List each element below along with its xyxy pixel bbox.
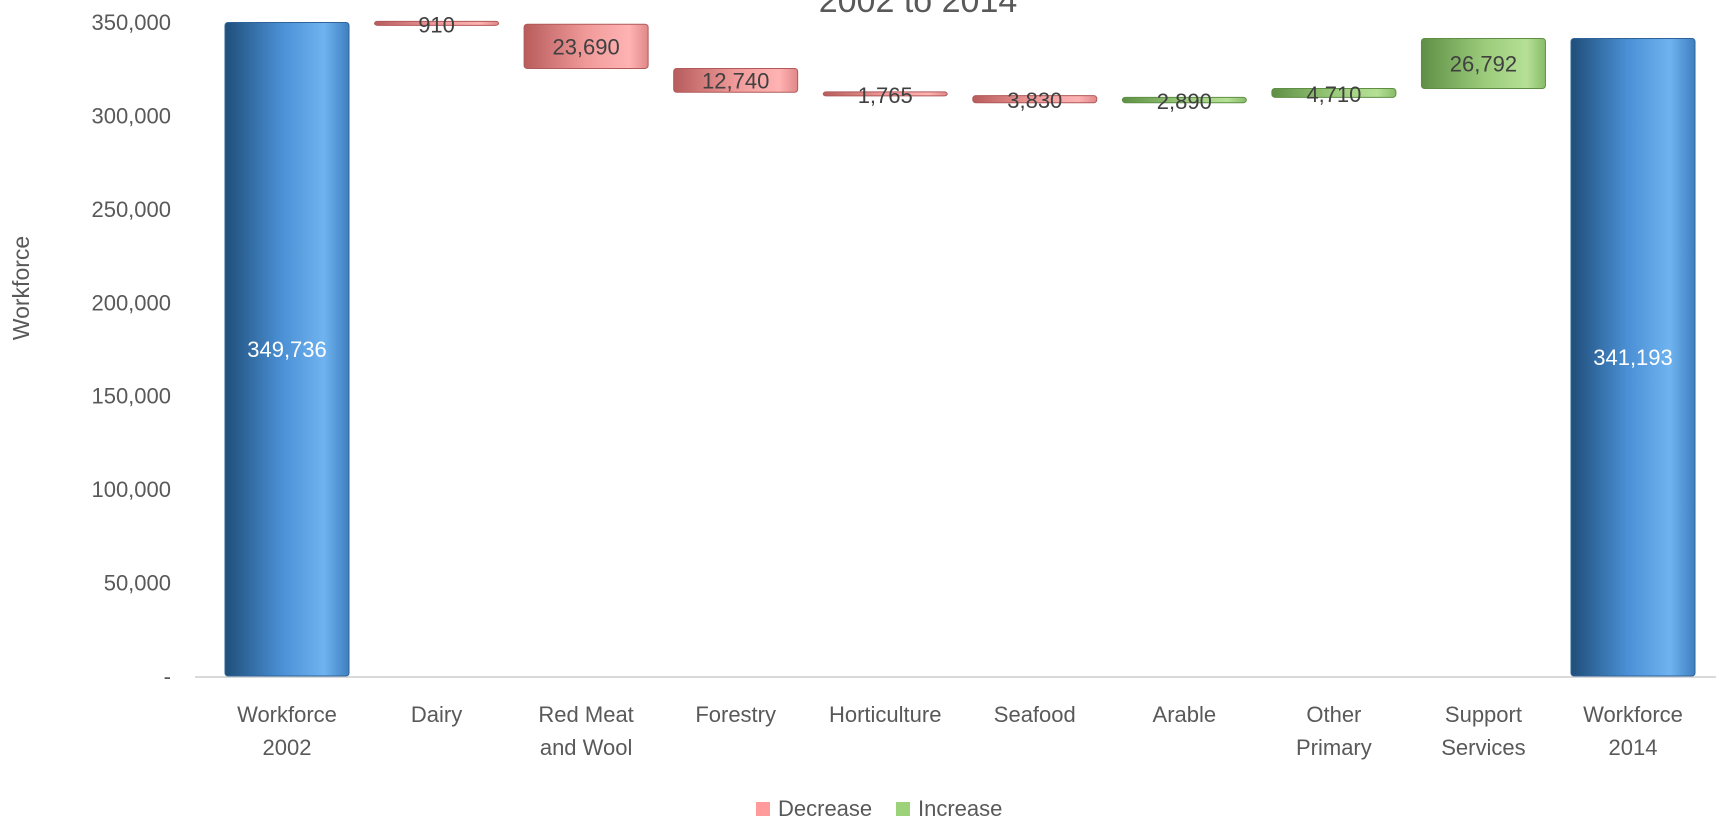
x-tick-label: Services [1441,735,1525,760]
y-tick-label: 150,000 [91,384,171,409]
legend-swatch [896,802,910,816]
x-tick-label: Other [1306,702,1361,727]
chart-title: 2002 to 2014 [819,0,1018,20]
bar-8: 26,792 [1420,37,1546,90]
x-tick-label: Seafood [994,702,1076,727]
x-tick-label: Forestry [695,702,776,727]
x-tick-label: Support [1445,702,1522,727]
data-label: 3,830 [1007,88,1062,113]
bar-6: 2,890 [1121,89,1247,114]
x-tick-label: Dairy [411,702,462,727]
x-tick-label: Horticulture [829,702,941,727]
data-label: 349,736 [247,337,327,362]
y-tick-label: 100,000 [91,477,171,502]
y-tick-label: 200,000 [91,290,171,315]
bar-rect [822,91,948,97]
bar-rect [523,23,649,69]
legend-swatch [756,802,770,816]
data-label: 23,690 [552,34,619,59]
x-tick-label: Primary [1296,735,1372,760]
bar-rect [374,20,500,26]
y-tick-label: 350,000 [91,10,171,35]
y-tick-label: 250,000 [91,197,171,222]
bar-rect [1420,37,1546,90]
bar-rect [972,95,1098,104]
x-axis: Workforce 2002 Dairy Red Meat and Wool Forest… [237,702,1683,760]
bar-rect [1121,96,1247,104]
y-axis-label: Workforce [8,236,34,340]
bar-0: 349,736 [224,21,350,677]
y-axis: - 50,000 100,000 150,000 200,000 250,000 300,0… [91,10,171,689]
x-tick-label: Arable [1153,702,1217,727]
bar-7: 4,710 [1271,82,1397,107]
y-tick-label: - [164,664,171,689]
bar-rect [224,21,350,677]
x-tick-label: and Wool [540,735,633,760]
bar-rect [673,67,799,93]
bar-4: 1,765 [822,83,948,108]
bar-5: 3,830 [972,88,1098,113]
data-label: 12,740 [702,68,769,93]
y-tick-label: 50,000 [104,571,171,596]
data-label: 26,792 [1450,51,1517,76]
legend: Decrease Increase [756,796,1002,821]
data-label: 910 [418,12,455,37]
bar-3: 12,740 [673,67,799,93]
data-label: 2,890 [1157,89,1212,114]
data-label: 1,765 [858,83,913,108]
data-label: 4,710 [1306,82,1361,107]
x-tick-label: 2014 [1609,735,1658,760]
x-tick-label: Red Meat [538,702,633,727]
bar-1: 910 [374,12,500,37]
x-tick-label: Workforce [1583,702,1683,727]
bar-rect [1570,37,1696,677]
y-tick-label: 300,000 [91,103,171,128]
x-tick-label: 2002 [263,735,312,760]
bars-group: 349,736 910 23,690 12,740 1,765 3,830 2,890 4,7… [224,12,1696,677]
legend-label: Decrease [778,796,872,821]
legend-label: Increase [918,796,1002,821]
x-tick-label: Workforce [237,702,337,727]
bar-2: 23,690 [523,23,649,69]
bar-rect [1271,88,1397,98]
data-label: 341,193 [1593,345,1673,370]
bar-9: 341,193 [1570,37,1696,677]
